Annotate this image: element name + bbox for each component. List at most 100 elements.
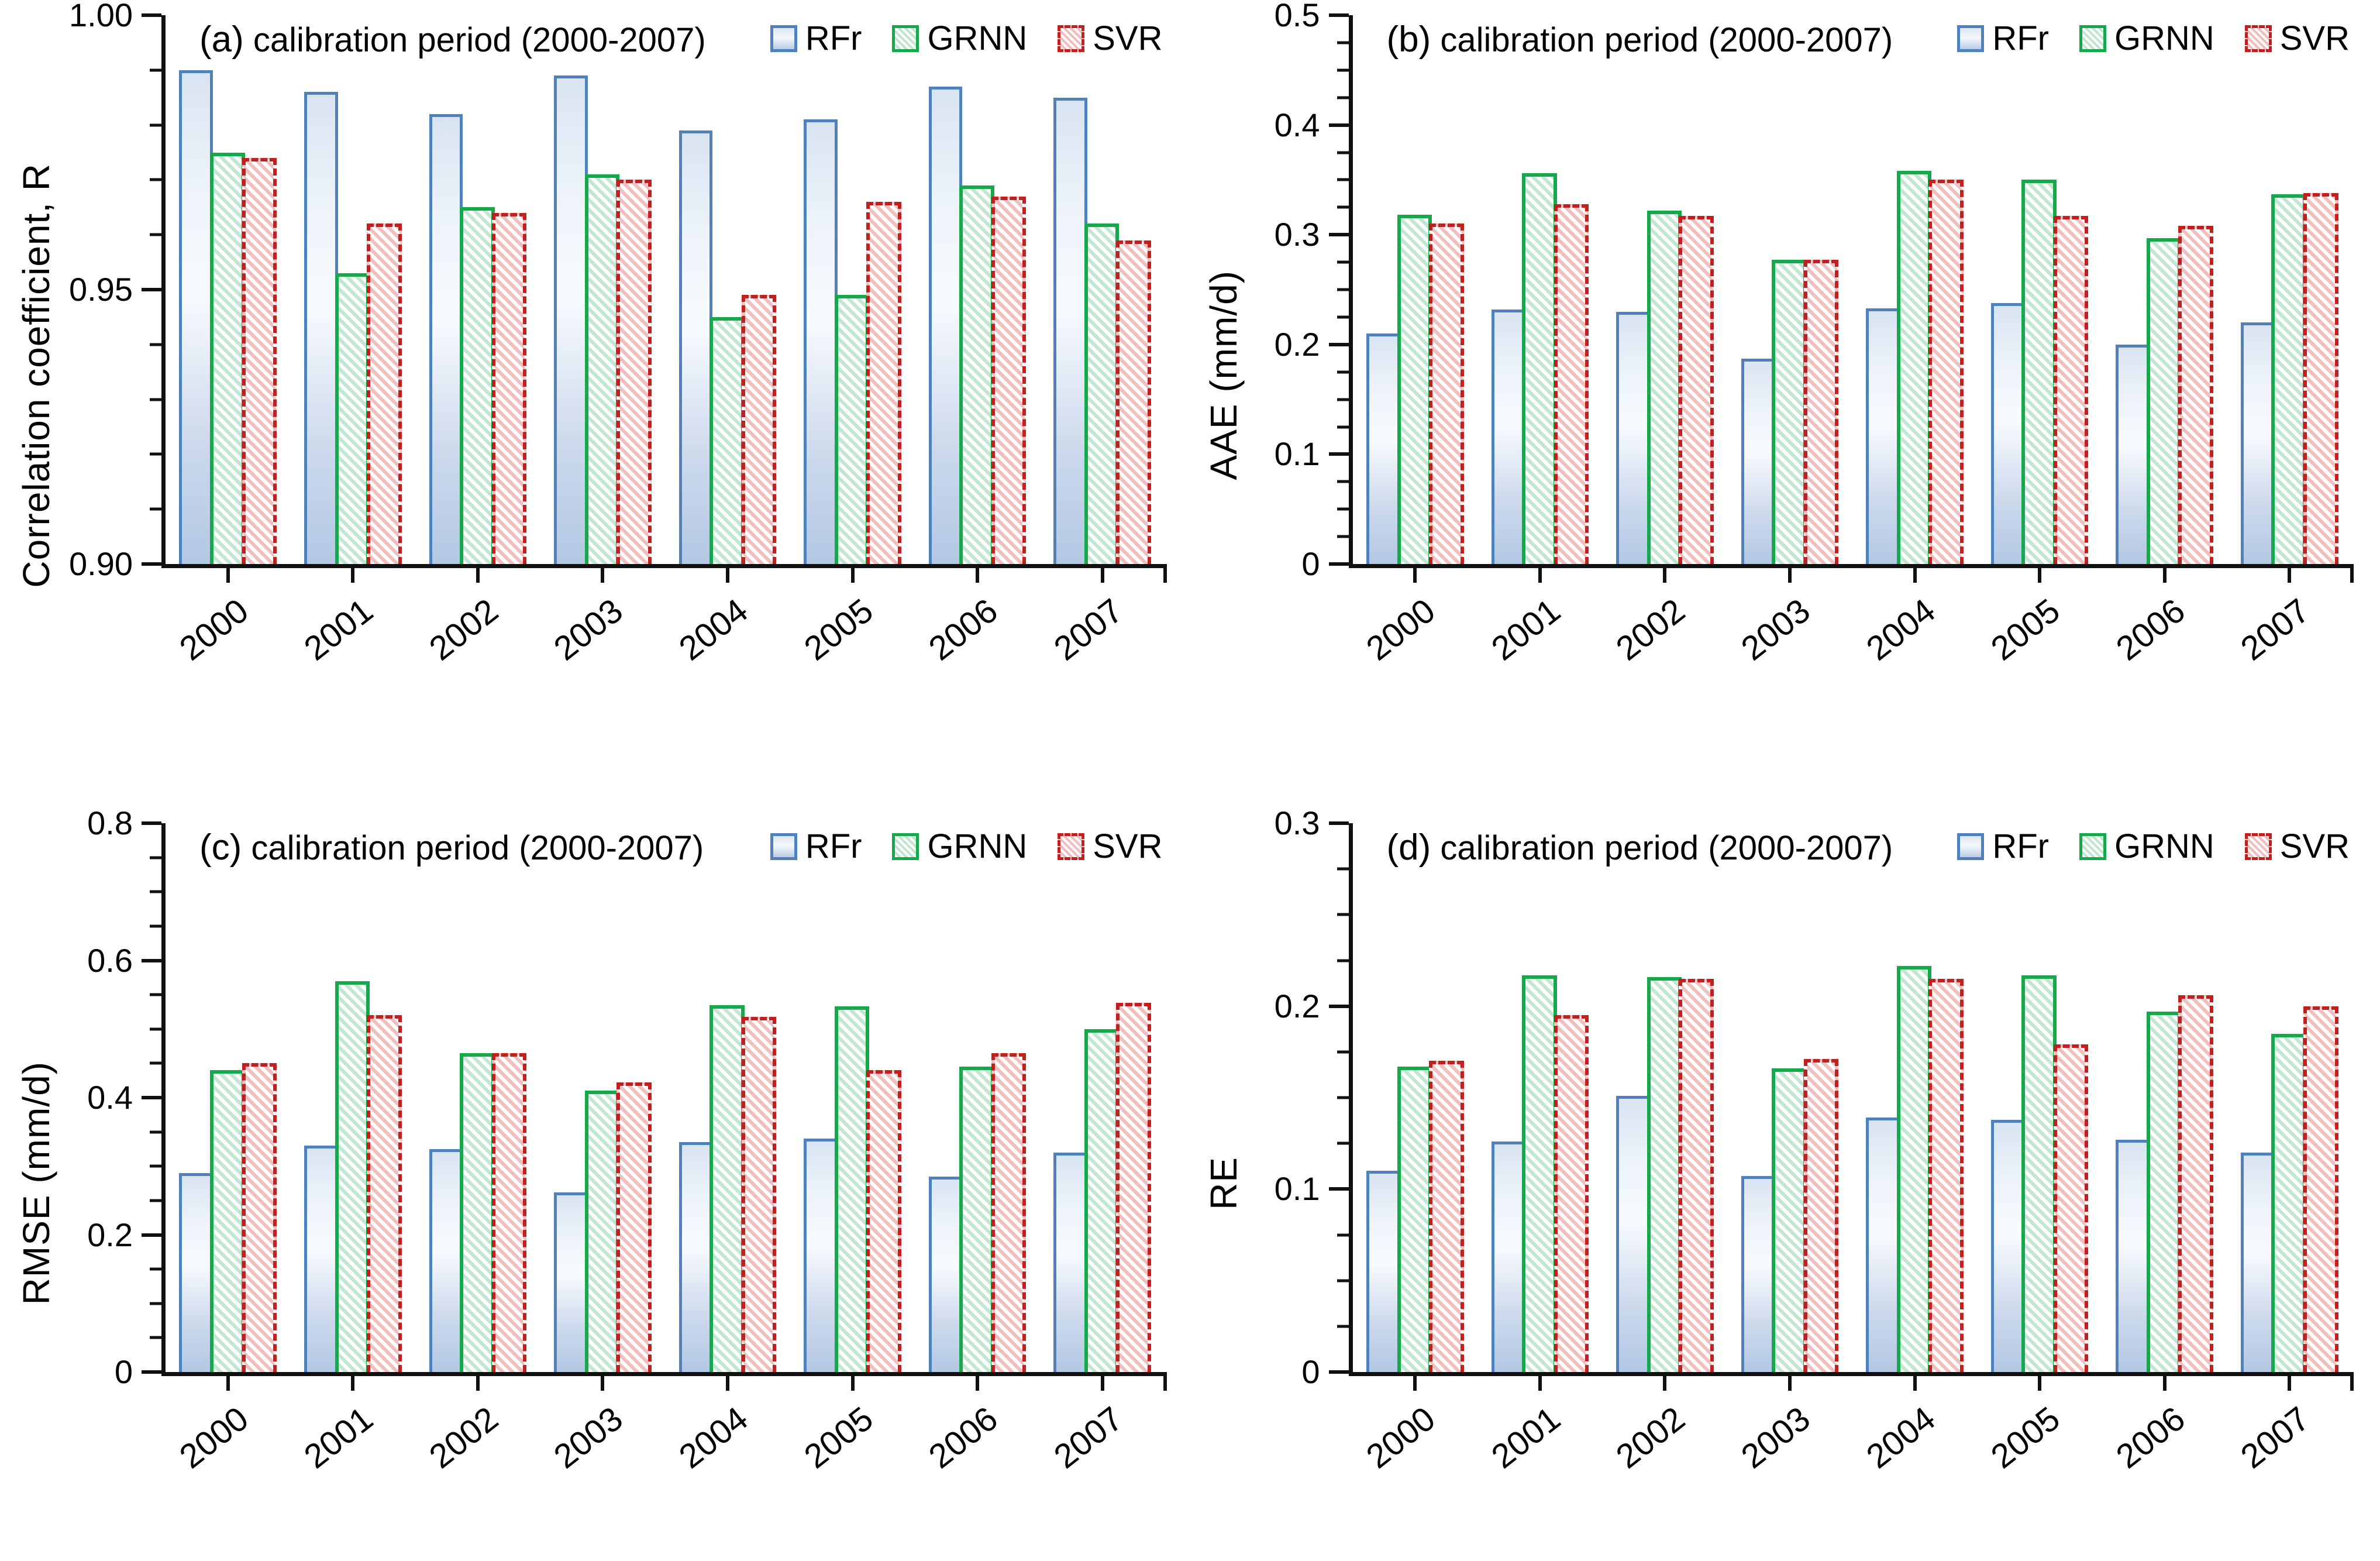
legend-label-rfr: RFr: [805, 827, 862, 865]
y-tick-label: 0.1: [1274, 435, 1320, 473]
y-minor-tick: [1337, 867, 1349, 871]
bar-group-2007: [1040, 15, 1165, 564]
bars-2007: [2240, 15, 2338, 564]
bar-rfr-2001: [1491, 1141, 1525, 1372]
y-tick-label: 0.3: [1274, 804, 1320, 841]
x-tick-2002: [476, 564, 480, 583]
bar-group-2004: [665, 15, 790, 564]
bar-svr-2005: [2053, 1044, 2089, 1372]
bar-svr-2003: [616, 180, 652, 564]
panel-letter-a: (a): [199, 19, 244, 60]
bars-2001: [304, 15, 402, 564]
legend-item-grnn: GRNN: [892, 827, 1027, 866]
y-major-tick: [1328, 342, 1349, 346]
bar-group-2001: [291, 823, 416, 1372]
bar-grnn-2005: [2021, 975, 2057, 1372]
bar-grnn-2007: [1084, 224, 1120, 564]
bar-group-2003: [1727, 15, 1852, 564]
y-minor-tick: [1337, 398, 1349, 401]
y-minor-tick: [150, 924, 161, 928]
bars-2004: [1866, 823, 1964, 1372]
bars-2005: [1990, 15, 2089, 564]
y-major-tick: [142, 562, 161, 566]
bar-svr-2007: [1116, 1003, 1152, 1372]
bar-groups-c: [166, 823, 1165, 1372]
chart-column-b: (b) calibration period (2000-2007) RFr GR…: [1256, 0, 2357, 735]
bar-svr-2003: [1803, 260, 1839, 564]
legend-label-svr: SVR: [2279, 19, 2350, 57]
bar-svr-2004: [741, 1016, 777, 1372]
panel-title-text-a: calibration period (2000-2007): [253, 21, 706, 59]
x-tick-2007: [1100, 1372, 1104, 1391]
bars-2007: [1053, 823, 1152, 1372]
bar-svr-2001: [1554, 204, 1589, 564]
bar-rfr-2002: [429, 114, 463, 564]
y-axis-label-column-b: AAE (mm/d): [1191, 15, 1256, 735]
panel-letter-c: (c): [199, 827, 242, 868]
legend-label-grnn: GRNN: [2114, 19, 2214, 57]
legend-swatch-grnn-icon: [892, 25, 919, 52]
bar-rfr-2001: [304, 1146, 338, 1372]
x-tick-2002: [1663, 564, 1667, 583]
plot-header-c: (c) calibration period (2000-2007) RFr GR…: [199, 827, 1163, 868]
y-minor-tick: [1337, 68, 1349, 72]
bar-grnn-2002: [460, 1053, 495, 1372]
bar-svr-2000: [1429, 224, 1464, 564]
bar-grnn-2001: [1522, 975, 1557, 1372]
bar-rfr-2005: [1990, 1119, 2025, 1372]
legend-label-svr: SVR: [2279, 827, 2350, 865]
y-major-tick: [142, 1233, 161, 1237]
y-major-tick: [142, 958, 161, 962]
y-major-tick: [1328, 452, 1349, 456]
legend-label-svr: SVR: [1093, 827, 1163, 865]
panel-title-text-d: calibration period (2000-2007): [1440, 829, 1893, 867]
bars-2004: [1866, 15, 1964, 564]
bars-2002: [1616, 823, 1714, 1372]
x-tick-2007: [2288, 1372, 2292, 1391]
bar-groups-d: [1353, 823, 2353, 1372]
y-minor-tick: [1337, 288, 1349, 291]
y-axis-label-b: AAE (mm/d): [1202, 270, 1245, 480]
y-major-tick: [142, 13, 161, 17]
bars-2001: [304, 823, 402, 1372]
y-minor-tick: [1337, 535, 1349, 538]
panel-b: AAE (mm/d) (b) calibration period (2000-…: [1191, 0, 2357, 735]
y-minor-tick: [1337, 1325, 1349, 1328]
bar-group-2002: [415, 15, 540, 564]
y-axis-label-column-d: RE: [1191, 823, 1256, 1543]
bar-grnn-2006: [959, 1067, 994, 1372]
bar-rfr-2004: [678, 1142, 713, 1372]
y-major-tick: [142, 821, 161, 825]
legend-label-rfr: RFr: [1992, 19, 2049, 57]
y-minor-tick: [150, 856, 161, 859]
panel-a: Correlation coefficient, R (a) calibrati…: [4, 0, 1170, 735]
y-major-tick: [1328, 1370, 1349, 1374]
panel-d: RE (d) calibration period (2000-2007) RF…: [1191, 807, 2357, 1543]
bar-grnn-2005: [834, 1006, 870, 1372]
bar-group-2000: [166, 15, 291, 564]
bars-2000: [1366, 15, 1464, 564]
bar-group-2001: [291, 15, 416, 564]
x-tick-2000: [1413, 564, 1417, 583]
y-minor-tick: [1337, 41, 1349, 44]
y-tick-label: 1.00: [69, 0, 133, 33]
bars-2003: [554, 823, 652, 1372]
legend-label-grnn: GRNN: [927, 19, 1028, 57]
bars-2005: [804, 15, 901, 564]
bar-svr-2000: [242, 1063, 277, 1372]
bar-group-2003: [1727, 823, 1852, 1372]
bar-svr-2005: [866, 1070, 901, 1372]
bar-rfr-2002: [1616, 311, 1650, 564]
x-tick-2003: [1787, 564, 1792, 583]
bar-rfr-2000: [1366, 1171, 1400, 1372]
legend-swatch-svr-icon: [1058, 833, 1085, 860]
bar-group-2007: [2227, 823, 2352, 1372]
bar-grnn-2003: [584, 174, 620, 564]
bar-rfr-2005: [804, 119, 838, 564]
legend-d: RFr GRNN SVR: [1957, 827, 2350, 866]
bar-svr-2007: [2303, 192, 2338, 564]
bar-svr-2000: [1429, 1061, 1464, 1372]
bar-grnn-2000: [1397, 1066, 1432, 1372]
bar-groups-b: [1353, 15, 2353, 564]
y-minor-tick: [150, 890, 161, 893]
